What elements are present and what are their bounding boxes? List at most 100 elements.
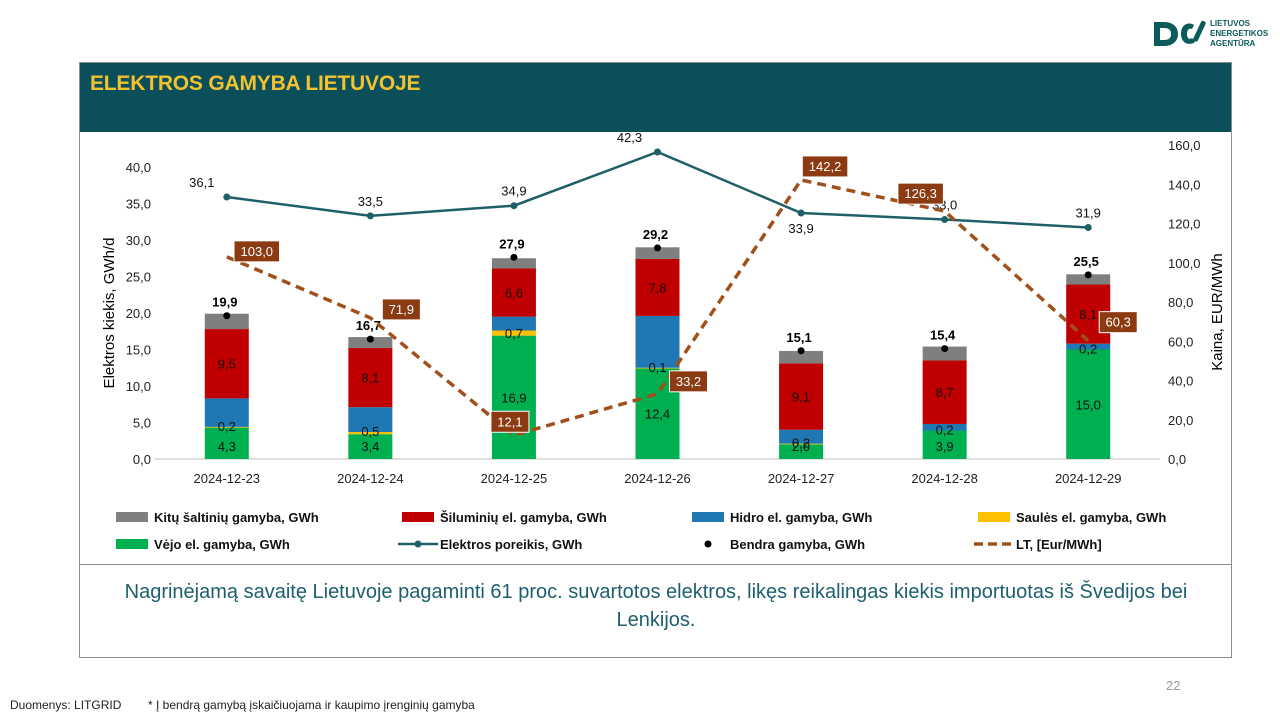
bar-label: 9,5 bbox=[218, 357, 236, 372]
bar-label: 4,3 bbox=[218, 439, 236, 454]
y2-axis-title: Kaina, EUR/MWh bbox=[1209, 253, 1226, 371]
y-tick-label: 20,0 bbox=[126, 306, 151, 321]
legend-label: Saulės el. gamyba, GWh bbox=[1016, 510, 1166, 525]
demand-label: 33,5 bbox=[358, 194, 383, 209]
y-axis-title: Elektros kiekis, GWh/d bbox=[101, 238, 118, 389]
production-chart: 0,0 5,0 10,0 15,0 20,0 25,0 30,0 35,0 40,0 0,0 20,… bbox=[101, 132, 1226, 552]
x-tick-label: 2024-12-25 bbox=[481, 471, 548, 486]
price-label-box bbox=[490, 410, 530, 433]
footnote: * Į bendrą gamybą įskaičiuojama ir kaupi… bbox=[148, 698, 475, 712]
bar-2 bbox=[1066, 343, 1111, 350]
bar-4 bbox=[922, 346, 967, 361]
bar-4 bbox=[1066, 274, 1111, 285]
demand-label: 36,1 bbox=[189, 175, 214, 190]
bar-2 bbox=[204, 398, 249, 427]
x-tick-label: 2024-12-26 bbox=[624, 471, 691, 486]
page-title: ELEKTROS GAMYBA LIETUVOJE bbox=[90, 72, 421, 95]
price-label-box bbox=[1098, 311, 1138, 334]
price-label: 142,2 bbox=[809, 159, 842, 174]
demand-point bbox=[941, 215, 949, 223]
total-point bbox=[654, 244, 661, 252]
bar-2 bbox=[779, 429, 824, 444]
bar-4 bbox=[204, 313, 249, 330]
bar-3 bbox=[491, 268, 536, 317]
y2-tick-label: 60,0 bbox=[1168, 334, 1193, 349]
bar-4 bbox=[779, 350, 824, 364]
bar-label: 3,4 bbox=[361, 439, 379, 454]
demand-point bbox=[797, 209, 805, 217]
summary-text: Nagrinėjamą savaitę Lietuvoje pagaminti … bbox=[124, 581, 1188, 631]
bar-label: 0,2 bbox=[218, 419, 236, 434]
y-tick-label: 40,0 bbox=[126, 160, 151, 175]
bar-0 bbox=[1066, 349, 1111, 459]
bar-3 bbox=[922, 360, 967, 424]
total-point bbox=[797, 347, 805, 355]
demand-point bbox=[510, 202, 518, 210]
bar-label: 0,7 bbox=[505, 326, 523, 341]
bar-1 bbox=[635, 367, 680, 369]
bar-1 bbox=[348, 431, 393, 435]
bar-label: 8,1 bbox=[1079, 307, 1097, 322]
y-tick-label: 25,0 bbox=[126, 270, 151, 285]
bar-4 bbox=[491, 258, 536, 269]
page-number: 22 bbox=[1166, 678, 1181, 693]
x-tick-label: 2024-12-27 bbox=[768, 471, 835, 486]
bar-0 bbox=[204, 427, 249, 459]
x-tick-label: 2024-12-29 bbox=[1055, 471, 1122, 486]
lea-logo-icon bbox=[1154, 20, 1206, 46]
bar-label: 2,0 bbox=[792, 439, 810, 454]
y-tick-label: 30,0 bbox=[126, 233, 151, 248]
data-source: Duomenys: LITGRID bbox=[10, 698, 122, 712]
x-tick-label: 2024-12-23 bbox=[194, 471, 260, 486]
y2-tick-label: 0,0 bbox=[1168, 452, 1186, 467]
lea-logo-text: LIETUVOS ENERGETIKOS AGENTŪRA bbox=[1210, 19, 1269, 48]
price-label-box bbox=[381, 298, 421, 321]
total-label: 29,2 bbox=[643, 227, 668, 242]
total-label: 15,4 bbox=[930, 328, 956, 343]
total-label: 27,9 bbox=[499, 236, 524, 251]
total-point bbox=[366, 335, 374, 343]
bar-2 bbox=[491, 316, 536, 331]
price-label-box bbox=[801, 155, 849, 178]
demand-label: 33,9 bbox=[788, 221, 813, 236]
legend-swatch bbox=[402, 512, 434, 522]
price-label-box bbox=[233, 240, 281, 263]
bar-0 bbox=[779, 444, 824, 459]
price-label: 103,0 bbox=[241, 244, 274, 259]
y-tick-label: 15,0 bbox=[126, 343, 151, 358]
bar-label: 8,7 bbox=[936, 385, 954, 400]
total-point bbox=[510, 253, 518, 261]
price-label-box bbox=[669, 370, 708, 393]
y2-tick-label: 160,0 bbox=[1168, 138, 1201, 153]
bar-label: 6,6 bbox=[505, 286, 523, 301]
y-tick-label: 0,0 bbox=[133, 452, 151, 467]
bar-label: 15,0 bbox=[1076, 397, 1101, 412]
y2-tick-label: 40,0 bbox=[1168, 374, 1193, 389]
demand-point bbox=[223, 193, 231, 201]
bar-label: 7,8 bbox=[648, 280, 666, 295]
price-line bbox=[226, 177, 1090, 438]
price-label: 12,1 bbox=[497, 414, 522, 429]
demand-label: 42,3 bbox=[617, 132, 642, 145]
legend-label: Hidro el. gamyba, GWh bbox=[730, 510, 872, 525]
bar-3 bbox=[348, 348, 393, 408]
total-point bbox=[941, 345, 949, 353]
divider bbox=[80, 564, 1231, 565]
bar-label: 0,2 bbox=[1079, 342, 1097, 357]
total-label: 19,9 bbox=[212, 295, 237, 310]
legend-swatch bbox=[116, 539, 148, 549]
y-tick-label: 5,0 bbox=[133, 416, 151, 431]
total-label: 25,5 bbox=[1074, 254, 1099, 269]
total-label: 15,1 bbox=[786, 330, 811, 345]
y2-tick-label: 100,0 bbox=[1168, 256, 1201, 271]
bar-label: 0,1 bbox=[648, 360, 666, 375]
price-label: 60,3 bbox=[1106, 315, 1131, 330]
legend-swatch bbox=[692, 512, 724, 522]
legend-swatch bbox=[978, 512, 1010, 522]
bar-2 bbox=[635, 315, 680, 368]
demand-label: 31,9 bbox=[1076, 205, 1101, 220]
bar-1 bbox=[779, 443, 824, 445]
total-label: 16,7 bbox=[356, 318, 381, 333]
legend-label: Bendra gamyba, GWh bbox=[730, 537, 865, 552]
bar-0 bbox=[491, 335, 536, 459]
